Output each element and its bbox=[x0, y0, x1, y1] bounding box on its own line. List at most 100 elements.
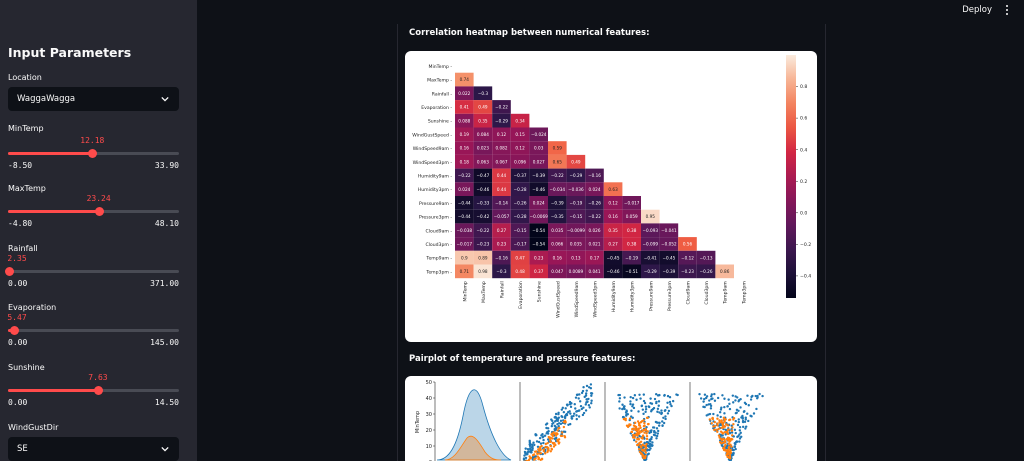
pairplot-point-blue bbox=[565, 413, 569, 417]
heatmap-cell-label: −0.47 bbox=[476, 173, 489, 178]
pairplot-point-blue bbox=[643, 401, 647, 405]
pairplot-point-blue bbox=[582, 411, 586, 415]
pairplot-point-blue bbox=[666, 412, 670, 415]
evaporation-slider[interactable]: 5.47 0.00 145.00 bbox=[7, 310, 179, 350]
rainfall-slider[interactable]: 2.35 0.00 371.00 bbox=[5, 251, 179, 291]
pairplot-point-orange bbox=[549, 450, 552, 453]
heatmap-cell bbox=[473, 264, 493, 279]
pairplot-point-blue bbox=[649, 437, 653, 441]
slider-thumb[interactable] bbox=[94, 207, 104, 216]
pairplot-point-blue bbox=[560, 408, 564, 411]
slider-value: 2.35 bbox=[7, 254, 27, 263]
slider-thumb[interactable] bbox=[10, 326, 20, 335]
heatmap-cell bbox=[473, 141, 493, 155]
heatmap-cell-label: 0.12 bbox=[608, 200, 618, 205]
heatmap-row-label: Humidity3pm - bbox=[418, 187, 453, 193]
pairplot-point-blue bbox=[737, 418, 740, 421]
pairplot-point-orange bbox=[642, 428, 646, 432]
heatmap-cell bbox=[529, 264, 548, 279]
pairplot-point-orange bbox=[640, 452, 643, 455]
heatmap-cell bbox=[548, 209, 567, 224]
pairplot-point-blue bbox=[555, 436, 558, 440]
heatmap-cell bbox=[678, 237, 697, 251]
pairplot-point-blue bbox=[534, 433, 537, 436]
heatmap-cell bbox=[492, 127, 511, 142]
heatmap-col-label: Pressure3pm bbox=[667, 281, 673, 311]
heatmap-cell-label: −0.29 bbox=[569, 173, 582, 178]
pairplot-point-blue bbox=[649, 397, 652, 400]
pairplot-point-blue bbox=[733, 428, 737, 432]
heatmap-col-label: WindSpeed9am bbox=[574, 281, 580, 318]
pairplot-point-blue bbox=[728, 431, 732, 435]
pairplot-point-orange bbox=[563, 421, 567, 424]
heatmap-cell-label: 0.48 bbox=[515, 269, 525, 274]
slider-thumb[interactable] bbox=[93, 386, 103, 395]
pairplot-point-blue bbox=[726, 405, 729, 408]
pairplot-point-blue bbox=[651, 426, 655, 429]
pairplot-point-blue bbox=[565, 403, 569, 406]
heatmap-cell-label: 0.44 bbox=[497, 173, 507, 178]
pairplot-point-orange bbox=[729, 443, 732, 446]
pairplot-point-blue bbox=[747, 419, 750, 423]
heatmap-cell bbox=[603, 223, 623, 238]
heatmap-cell bbox=[622, 209, 641, 224]
pairplot-point-blue bbox=[578, 400, 582, 403]
pairplot-point-orange bbox=[731, 426, 734, 429]
maxtemp-slider[interactable]: 23.24 -4.80 48.10 bbox=[8, 191, 179, 231]
pairplot-point-blue bbox=[575, 417, 578, 421]
pairplot-point-orange bbox=[725, 453, 728, 457]
heatmap-cell-label: −0.54 bbox=[532, 228, 545, 233]
heatmap-cell-label: −0.44 bbox=[458, 214, 471, 219]
heatmap-cell-label: 0.067 bbox=[496, 159, 508, 164]
pairplot-point-orange bbox=[641, 434, 645, 437]
heatmap-cell-label: 0.082 bbox=[496, 146, 508, 151]
pairplot-point-blue bbox=[623, 407, 626, 411]
pairplot-point-blue bbox=[703, 397, 706, 401]
heatmap-col-label: WindSpeed3pm bbox=[593, 281, 599, 318]
heatmap-cell bbox=[455, 72, 474, 87]
heatmap-cell bbox=[659, 223, 679, 238]
pairplot-point-blue bbox=[747, 404, 750, 407]
slider-value: 7.63 bbox=[88, 373, 108, 382]
windgustdir-select[interactable]: SE bbox=[8, 437, 179, 461]
heatmap-cell-label: −0.034 bbox=[550, 187, 566, 192]
pairplot-point-blue bbox=[642, 393, 645, 396]
location-select[interactable]: WaggaWagga bbox=[8, 87, 179, 111]
heatmap-cell-label: 0.37 bbox=[534, 269, 544, 274]
mintemp-slider[interactable]: 12.18 -8.50 33.90 bbox=[8, 133, 179, 173]
heatmap-cell-label: 0.041 bbox=[589, 269, 601, 274]
pairplot-point-orange bbox=[553, 441, 556, 445]
sunshine-slider[interactable]: 7.63 0.00 14.50 bbox=[8, 370, 179, 410]
pairplot-point-orange bbox=[626, 425, 630, 429]
heatmap-cell-label: 0.03 bbox=[534, 146, 544, 151]
heatmap-cell bbox=[455, 113, 474, 128]
pairplot-point-blue bbox=[530, 443, 534, 446]
pairplot-point-blue bbox=[642, 412, 645, 416]
pairplot-point-blue bbox=[528, 443, 531, 446]
heatmap-cell-label: −0.39 bbox=[532, 173, 545, 178]
pairplot-point-orange bbox=[563, 436, 567, 439]
pairplot-point-orange bbox=[720, 419, 723, 422]
pairplot-point-blue bbox=[641, 408, 645, 411]
slider-thumb[interactable] bbox=[88, 149, 98, 158]
pairplot-chart: MinTemp 50 40 30 20 10 0 bbox=[415, 380, 764, 461]
heatmap-cell bbox=[473, 182, 493, 196]
pairplot-point-orange bbox=[636, 420, 640, 423]
deploy-button[interactable]: Deploy bbox=[962, 5, 992, 15]
heatmap-cell-label: 0.063 bbox=[477, 159, 489, 164]
kebab-menu-icon[interactable] bbox=[1004, 4, 1010, 16]
pairplot-point-blue bbox=[746, 412, 749, 415]
slider-thumb[interactable] bbox=[5, 267, 15, 276]
pairplot-point-orange bbox=[628, 423, 631, 426]
pairplot-point-orange bbox=[642, 419, 645, 422]
location-label: Location bbox=[8, 73, 42, 82]
pairplot-point-blue bbox=[716, 396, 720, 400]
pairplot-point-blue bbox=[746, 394, 749, 397]
pairplot-point-orange bbox=[557, 427, 560, 430]
pairplot-point-blue bbox=[635, 398, 638, 401]
slider-min: -8.50 bbox=[8, 161, 33, 170]
pairplot-point-blue bbox=[744, 425, 748, 428]
pairplot-point-blue bbox=[569, 405, 573, 409]
pairplot-point-orange bbox=[542, 449, 545, 453]
pairplot-point-blue bbox=[656, 432, 660, 435]
